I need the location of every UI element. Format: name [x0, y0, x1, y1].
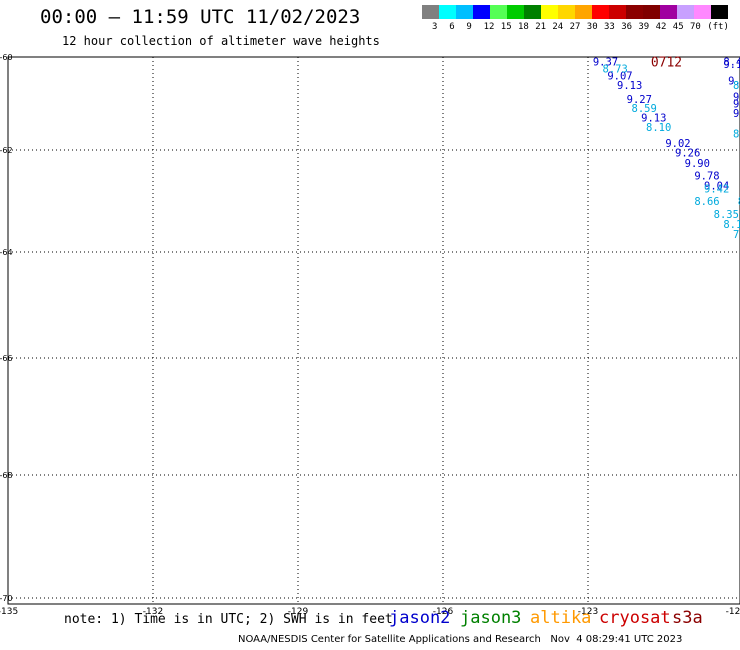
legend-swatch — [643, 5, 660, 19]
legend-swatch — [677, 5, 694, 19]
legend-swatch — [609, 5, 626, 19]
y-tick-label: -64 — [0, 248, 13, 257]
color-legend — [422, 5, 728, 19]
page-subtitle: 12 hour collection of altimeter wave hei… — [62, 34, 380, 48]
legend-swatch — [456, 5, 473, 19]
wave-height-label: 9.78 — [694, 171, 719, 183]
satellite-altika-label: altika — [530, 608, 592, 628]
wave-height-label: 9.05 — [728, 75, 740, 87]
wave-height-label: 7. — [733, 229, 740, 241]
legend-label: 15 — [500, 22, 512, 32]
legend-swatch — [626, 5, 643, 19]
wave-height-label: 8.41 — [733, 129, 740, 141]
legend-swatch — [694, 5, 711, 19]
legend-swatch — [524, 5, 541, 19]
pass-time-label: 0712 — [651, 56, 682, 71]
legend-label: 24 — [552, 22, 564, 32]
legend-swatch — [711, 5, 728, 19]
legend-swatch — [473, 5, 490, 19]
satellite-jason2-label: jason2 — [389, 608, 451, 628]
wave-height-label: 9.29 — [733, 108, 740, 120]
page-title: 00:00 – 11:59 UTC 11/02/2023 — [40, 6, 361, 28]
wave-height-label: 8 — [738, 196, 740, 208]
legend-label: 3 — [432, 22, 438, 32]
plot-frame — [7, 56, 740, 605]
legend-label: 27 — [569, 22, 581, 32]
footnote: note: 1) Time is in UTC; 2) SWH is in fe… — [64, 612, 393, 627]
wave-height-label: 9.13 — [641, 112, 666, 124]
y-tick-label: -60 — [0, 53, 13, 62]
legend-label: 36 — [621, 22, 633, 32]
y-tick-label: -70 — [0, 594, 13, 603]
legend-label: 18 — [518, 22, 529, 32]
legend-swatch — [592, 5, 609, 19]
legend-swatch — [490, 5, 507, 19]
satellite-cryosat-label: cryosat — [599, 608, 671, 628]
legend-swatch — [541, 5, 558, 19]
legend-label: 70 — [690, 22, 701, 32]
wave-height-label: 9.74 — [733, 92, 740, 104]
wave-height-label: 9.04 — [704, 181, 729, 193]
x-tick-label: -123 — [578, 607, 598, 617]
legend-label: 42 — [655, 22, 667, 32]
legend-swatch — [575, 5, 592, 19]
legend-label: 45 — [672, 22, 684, 32]
legend-swatch — [507, 5, 524, 19]
wave-height-label: 9.90 — [685, 158, 710, 170]
legend-label: (ft) — [707, 22, 729, 32]
wave-height-label: 8.10 — [646, 122, 671, 134]
x-tick-label: -135 — [0, 607, 18, 617]
wave-height-label: 9.13 — [733, 99, 740, 111]
legend-label: 21 — [535, 22, 547, 32]
legend-swatch — [439, 5, 456, 19]
legend-label: 33 — [604, 22, 615, 32]
satellite-jason3-label: jason3 — [460, 608, 522, 628]
wave-height-label: 8.59 — [632, 103, 657, 115]
legend-label: 9 — [466, 22, 472, 32]
wave-height-label: 8.1 — [723, 219, 740, 231]
x-tick-label: -126 — [433, 607, 454, 617]
wave-height-label: 9.37 — [593, 57, 618, 69]
wave-height-label: 9.13 — [723, 59, 740, 71]
legend-swatch — [558, 5, 575, 19]
y-tick-label: -62 — [0, 146, 13, 155]
wave-height-label: 9.42 — [704, 183, 729, 195]
credit-line: NOAA/NESDIS Center for Satellite Applica… — [238, 634, 683, 645]
satellite-s3a-label: s3a — [672, 608, 703, 628]
legend-swatch — [660, 5, 677, 19]
x-tick-label: -12 — [726, 607, 740, 617]
wave-height-label: 8.43 — [723, 57, 740, 69]
wave-height-label: 8.73 — [603, 64, 628, 76]
legend-label: 6 — [449, 22, 455, 32]
color-legend-labels: 3 6 9 12 15 18 21 24 27 30 33 36 39 42 45 70 (ft) — [422, 22, 740, 34]
legend-label: 39 — [638, 22, 650, 32]
wave-height-label: 9.13 — [617, 80, 642, 92]
y-tick-label: -68 — [0, 471, 13, 480]
wave-height-label: 9.02 — [665, 138, 690, 150]
legend-label: 30 — [586, 22, 598, 32]
x-tick-label: -129 — [288, 607, 309, 617]
y-tick-label: -66 — [0, 354, 13, 363]
legend-swatch — [422, 5, 439, 19]
legend-label: 12 — [483, 22, 495, 32]
wave-height-label: 9.07 — [607, 71, 632, 83]
wave-height-label: 8.35 — [714, 209, 739, 221]
wave-height-label: 8.66 — [694, 196, 719, 208]
wave-height-label: 8.88 — [733, 80, 740, 92]
wave-height-label: 9.27 — [627, 94, 652, 106]
x-tick-label: -132 — [143, 607, 163, 617]
wave-height-label: 9.26 — [675, 148, 700, 160]
